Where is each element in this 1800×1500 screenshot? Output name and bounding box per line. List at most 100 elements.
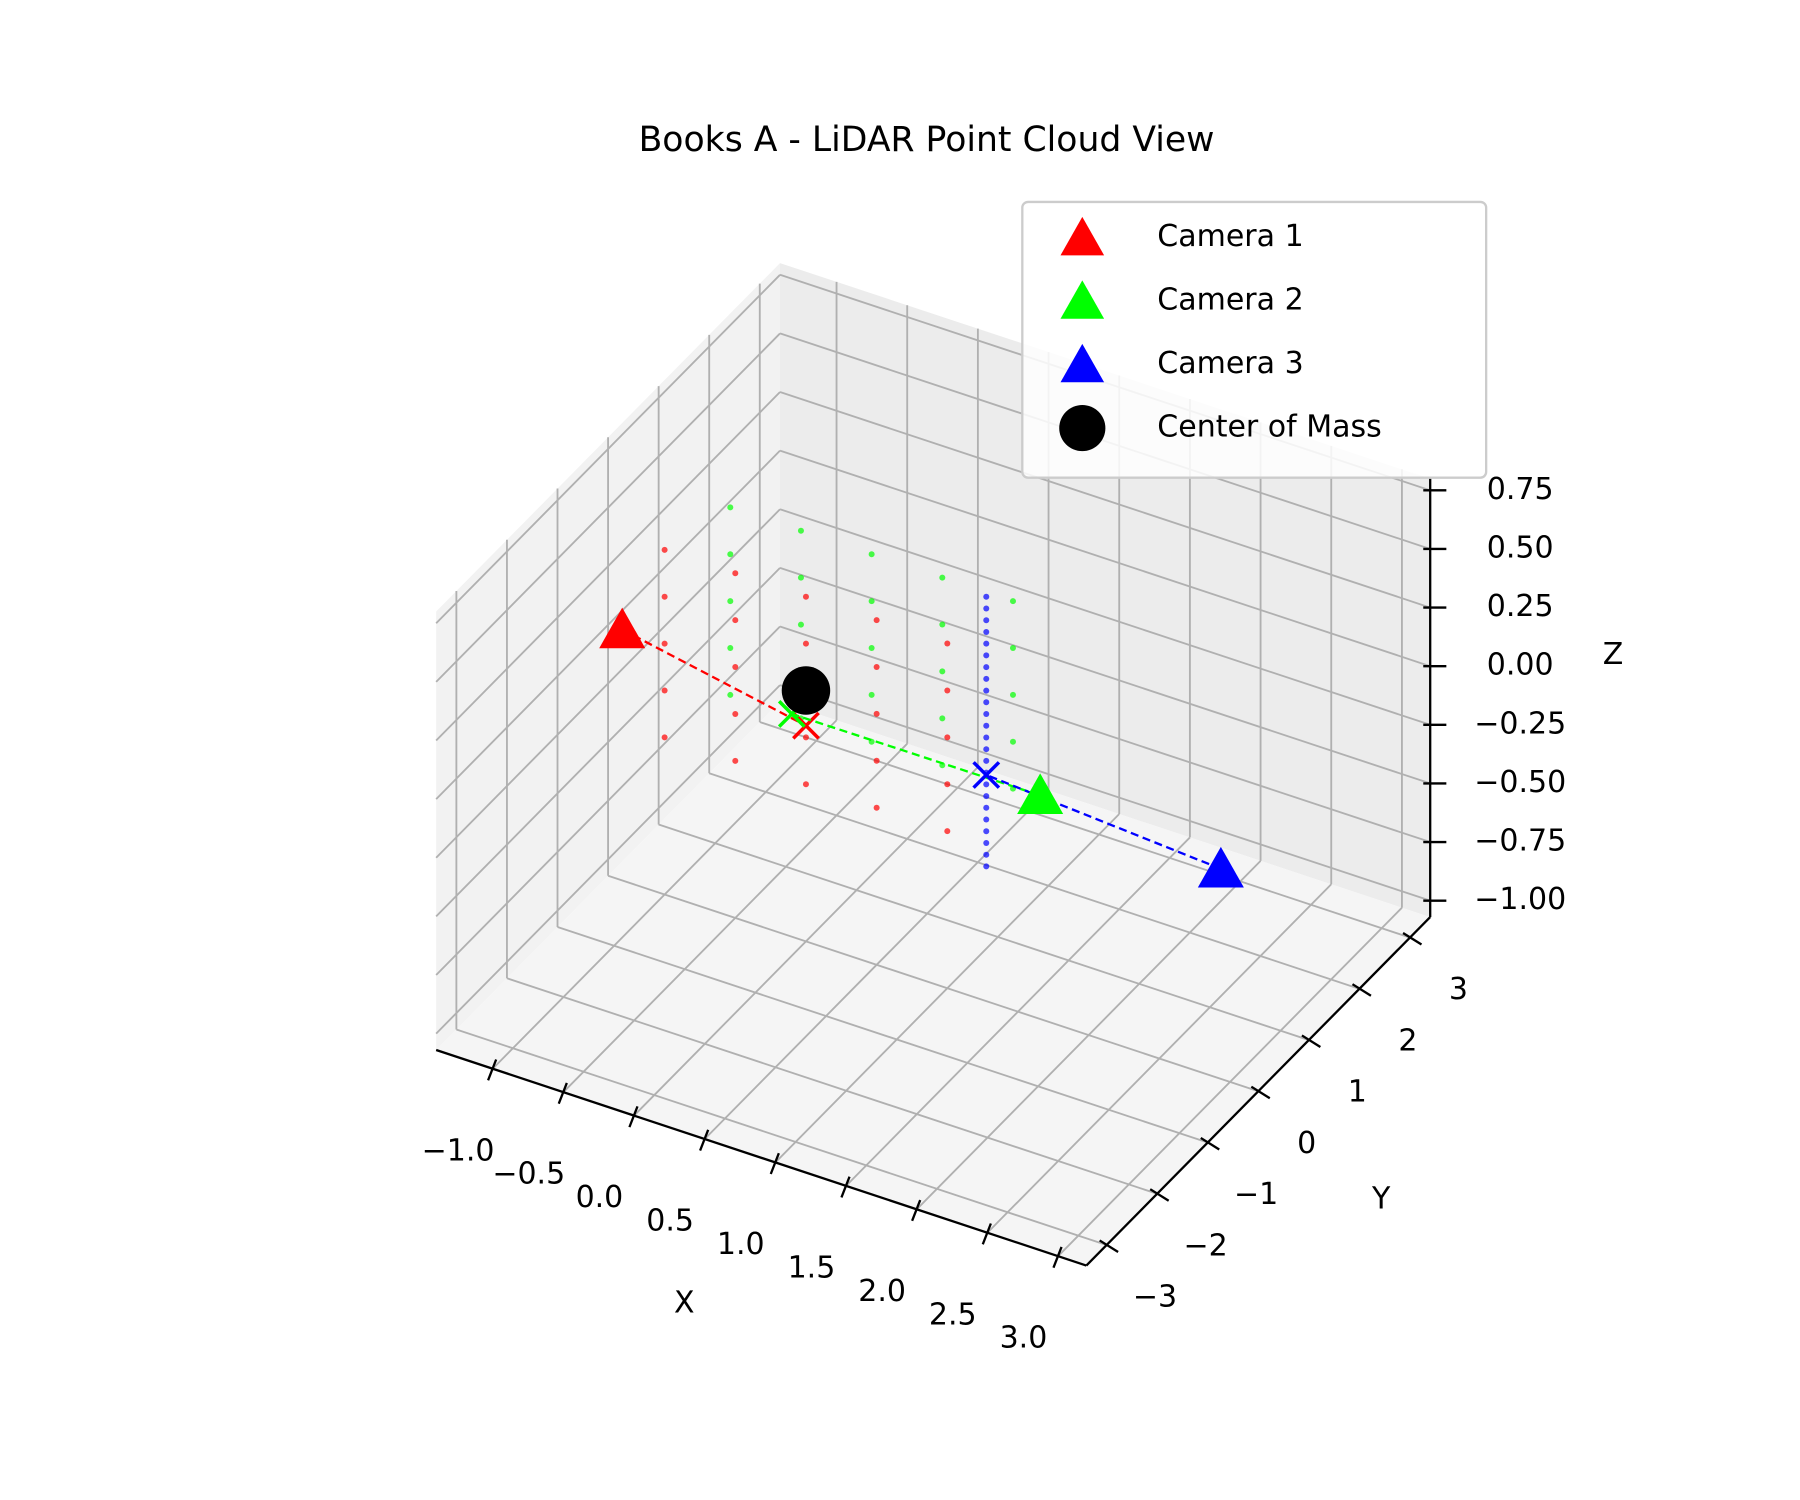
hit-stroke — [972, 761, 1001, 789]
cloud-point — [1009, 691, 1016, 698]
cloud-point — [983, 699, 990, 706]
grid-line — [779, 567, 1431, 785]
x-tick — [981, 1223, 992, 1245]
legend-label: Camera 2 — [1157, 283, 1303, 318]
cloud-point — [983, 828, 990, 835]
cloud-point — [983, 804, 990, 811]
cloud-point — [661, 640, 668, 647]
cloud-point — [944, 734, 951, 741]
ray — [985, 773, 1222, 870]
cloud-point — [732, 757, 739, 764]
cloud-point — [983, 746, 990, 753]
grid-line — [435, 332, 781, 683]
y-tick — [1402, 931, 1423, 946]
grid-line — [779, 508, 1431, 726]
cloud-point — [983, 781, 990, 788]
z-tick-label: −1.00 — [1474, 882, 1566, 917]
cloud-point — [983, 734, 990, 741]
camera-marker — [1197, 846, 1244, 888]
grid-line — [435, 391, 781, 742]
cloud-point — [944, 687, 951, 694]
cloud-point — [983, 628, 990, 635]
cloud-point — [983, 851, 990, 858]
camera-marker — [1017, 773, 1064, 814]
x-tick-label: −0.5 — [492, 1157, 565, 1192]
grid-line — [779, 625, 1431, 843]
y-tick — [1250, 1085, 1271, 1100]
x-tick-label: 1.5 — [788, 1250, 836, 1285]
grid-line — [506, 977, 1158, 1195]
grid-line — [779, 449, 1431, 668]
cloud-point — [868, 598, 875, 605]
cloud-point — [983, 664, 990, 671]
cloud-point — [868, 645, 875, 652]
x-tick — [699, 1129, 710, 1151]
cloud-point — [983, 863, 990, 870]
x-tick-label: 0.0 — [576, 1180, 624, 1215]
cloud-point — [732, 570, 739, 577]
y-tick — [1351, 983, 1372, 997]
legend-marker — [1060, 343, 1105, 383]
x-tick — [557, 1082, 568, 1105]
legend-marker — [1060, 280, 1105, 319]
y-tick-label: −2 — [1183, 1228, 1227, 1263]
cloud-point — [797, 574, 804, 581]
cloud-point — [983, 816, 990, 823]
cloud-point — [983, 652, 990, 659]
cloud-point — [983, 640, 990, 647]
grid-line — [779, 684, 1431, 902]
grid-line — [759, 721, 1411, 939]
legend-label: Camera 1 — [1157, 219, 1303, 254]
y-tick — [1301, 1034, 1321, 1048]
x-tick — [840, 1176, 851, 1198]
z-tick-label: −0.75 — [1474, 824, 1566, 859]
cloud-point — [1009, 738, 1016, 745]
cloud-point — [727, 504, 734, 511]
cloud-point — [732, 617, 739, 624]
x-tick — [769, 1152, 780, 1175]
cloud-point — [1009, 644, 1016, 651]
y-tick-label: −3 — [1133, 1280, 1177, 1315]
grid-line — [708, 772, 1360, 990]
cloud-point — [983, 711, 990, 718]
grid-line — [435, 274, 781, 624]
x-tick — [1052, 1246, 1063, 1269]
cloud-point — [661, 734, 668, 741]
cloud-point — [661, 546, 668, 553]
y-tick-label: 2 — [1398, 1023, 1417, 1058]
chart-title: Books A - LiDAR Point Cloud View — [639, 120, 1215, 160]
camera-marker — [599, 607, 646, 649]
x-tick-label: 3.0 — [1000, 1321, 1048, 1356]
cloud-point — [873, 617, 880, 624]
grid-line — [658, 823, 1310, 1041]
x-tick — [628, 1105, 639, 1128]
x-tick-label: 0.5 — [646, 1204, 694, 1239]
hit-marker — [972, 761, 1001, 789]
y-tick — [1200, 1136, 1220, 1151]
cloud-point — [983, 793, 990, 800]
x-tick-label: 2.5 — [929, 1297, 977, 1332]
cloud-point — [868, 691, 875, 698]
cloud-point — [873, 710, 880, 717]
legend-label: Center of Mass — [1157, 410, 1382, 445]
grid-line — [456, 1028, 1107, 1246]
grid-line — [435, 625, 781, 976]
cloud-point — [797, 527, 804, 534]
cloud-point — [802, 781, 809, 788]
cloud-point — [873, 757, 880, 764]
y-tick-label: 3 — [1449, 972, 1468, 1007]
z-axis-label: Z — [1603, 637, 1624, 672]
cloud-point — [727, 691, 734, 698]
y-tick-label: 1 — [1348, 1075, 1367, 1110]
cloud-point — [732, 664, 739, 671]
cloud-point — [944, 781, 951, 788]
cloud-point — [944, 828, 951, 835]
z-tick-label: 0.50 — [1487, 530, 1554, 565]
cloud-point — [802, 640, 809, 647]
cloud-point — [873, 804, 880, 811]
x-tick — [487, 1059, 498, 1081]
grid-line — [779, 391, 1431, 609]
x-tick-label: −1.0 — [422, 1133, 495, 1168]
y-tick-label: 0 — [1297, 1126, 1316, 1161]
